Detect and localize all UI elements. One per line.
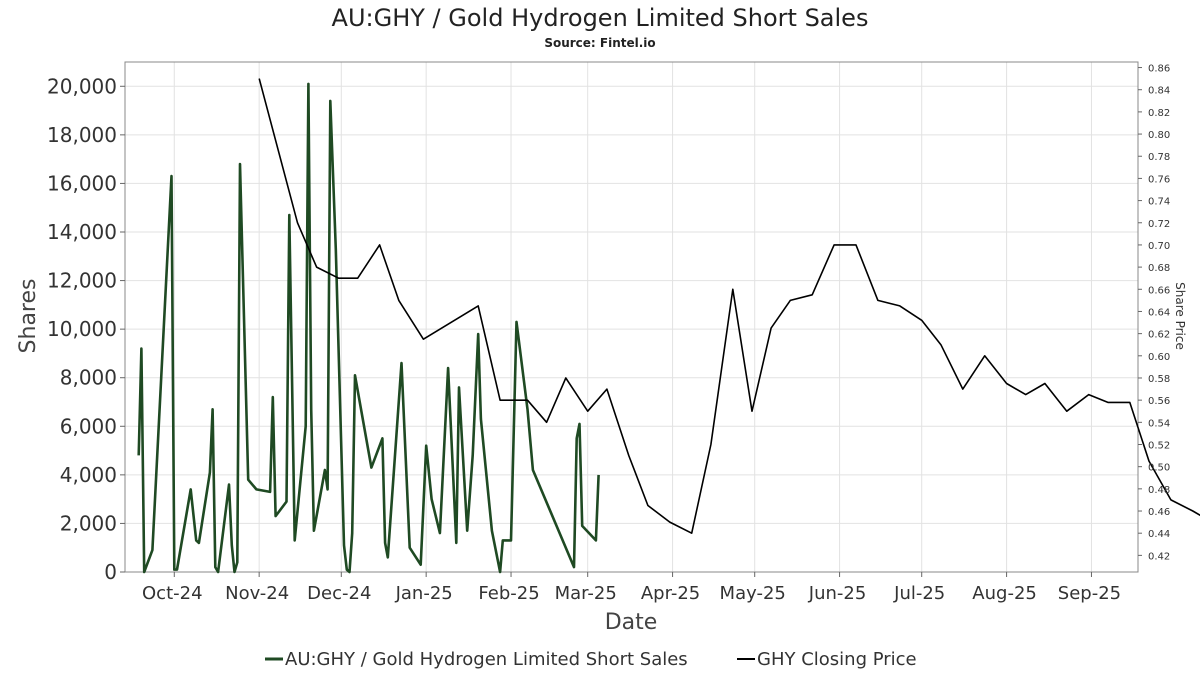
x-axis-label: Date (605, 610, 658, 635)
right-tick-label: 0.48 (1148, 485, 1170, 496)
x-tick-label: Jul-25 (893, 583, 945, 604)
right-tick-label: 0.74 (1148, 197, 1170, 208)
right-tick-label: 0.54 (1148, 418, 1170, 429)
x-axis-ticks: Oct-24 Nov-24 Dec-24 Jan-25 Feb-25 Mar-25 Apr-… (142, 572, 1121, 604)
right-tick-label: 0.66 (1148, 285, 1170, 296)
x-tick-label: May-25 (720, 583, 786, 604)
right-tick-label: 0.78 (1148, 152, 1170, 163)
x-tick-label: Apr-25 (641, 583, 700, 604)
x-tick-label: Jan-25 (395, 583, 453, 604)
right-tick-label: 0.70 (1148, 241, 1170, 252)
right-tick-label: 0.60 (1148, 352, 1170, 363)
x-tick-label: Mar-25 (555, 583, 617, 604)
x-tick-label: Feb-25 (478, 583, 539, 604)
right-axis-ticks: 0.42 0.44 0.46 0.48 0.50 0.52 0.54 0.56 0.58 0.60… (1138, 64, 1170, 562)
right-tick-label: 0.58 (1148, 374, 1170, 385)
right-tick-label: 0.42 (1148, 551, 1170, 562)
right-tick-label: 0.82 (1148, 108, 1170, 119)
left-tick-label: 16,000 (47, 171, 117, 195)
left-tick-label: 18,000 (47, 123, 117, 147)
legend-label-closing-price: GHY Closing Price (757, 649, 917, 670)
series-layer (137, 78, 1200, 574)
left-tick-label: 6,000 (60, 414, 117, 438)
right-tick-label: 0.84 (1148, 86, 1170, 97)
x-tick-label: Dec-24 (307, 583, 371, 604)
closing-price-line (258, 78, 1200, 535)
x-tick-label: Nov-24 (225, 583, 289, 604)
right-tick-label: 0.44 (1148, 529, 1170, 540)
y-axis-label: Shares (16, 279, 41, 354)
right-tick-label: 0.46 (1148, 507, 1170, 518)
x-tick-label: Sep-25 (1058, 583, 1121, 604)
y2-axis-label: Share Price (1173, 282, 1187, 350)
right-tick-label: 0.72 (1148, 219, 1170, 230)
chart-subtitle: Source: Fintel.io (544, 36, 655, 50)
left-tick-label: 8,000 (60, 366, 117, 390)
right-tick-label: 0.80 (1148, 130, 1170, 141)
left-tick-label: 4,000 (60, 463, 117, 487)
right-tick-label: 0.56 (1148, 396, 1170, 407)
left-axis-ticks: 0 2,000 4,000 6,000 8,000 10,000 12,000 14,000 1… (47, 74, 125, 584)
right-tick-label: 0.86 (1148, 64, 1170, 75)
right-tick-label: 0.50 (1148, 463, 1170, 474)
left-tick-label: 10,000 (47, 317, 117, 341)
x-tick-label: Aug-25 (972, 583, 1037, 604)
right-tick-label: 0.76 (1148, 174, 1170, 185)
x-tick-label: Jun-25 (808, 583, 867, 604)
right-tick-label: 0.68 (1148, 263, 1170, 274)
left-tick-label: 2,000 (60, 511, 117, 535)
x-tick-label: Oct-24 (142, 583, 203, 604)
left-tick-label: 20,000 (47, 74, 117, 98)
left-tick-label: 0 (104, 560, 117, 584)
right-tick-label: 0.52 (1148, 441, 1170, 452)
legend-label-short-sales: AU:GHY / Gold Hydrogen Limited Short Sal… (285, 649, 688, 670)
legend: AU:GHY / Gold Hydrogen Limited Short Sal… (265, 649, 917, 670)
right-tick-label: 0.64 (1148, 307, 1170, 318)
plot-area (124, 61, 1139, 573)
short-sales-line (137, 82, 600, 574)
left-tick-label: 14,000 (47, 220, 117, 244)
chart-title: AU:GHY / Gold Hydrogen Limited Short Sal… (332, 4, 869, 32)
right-tick-label: 0.62 (1148, 330, 1170, 341)
left-tick-label: 12,000 (47, 269, 117, 293)
